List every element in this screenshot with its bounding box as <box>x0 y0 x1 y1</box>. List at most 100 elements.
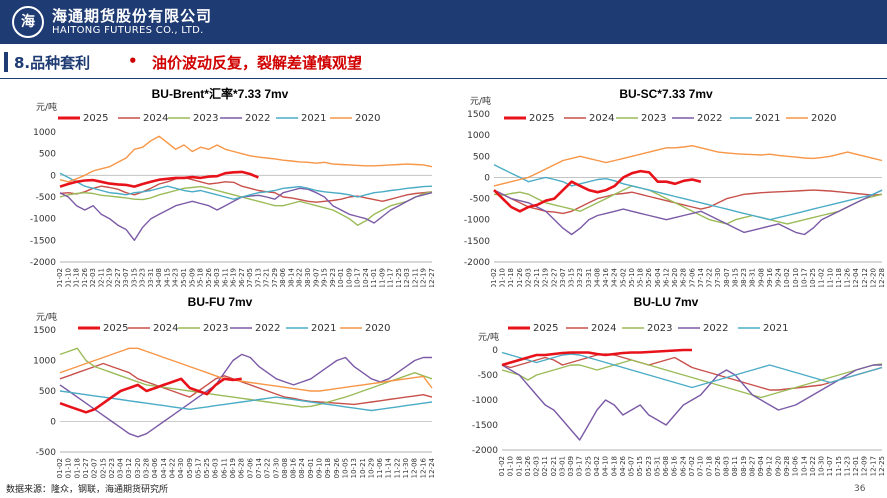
x-tick-label: 09-01 <box>307 458 315 478</box>
y-tick-label: 1000 <box>467 131 490 141</box>
company-logo: 海 <box>12 6 44 38</box>
x-tick-label: 10-17 <box>354 268 362 287</box>
company-name-en: HAITONG FUTURES CO., LTD. <box>52 25 204 36</box>
x-tick-label: 11-06 <box>376 457 384 478</box>
x-tick-label: 10-09 <box>345 268 353 287</box>
x-tick-label: 12-01 <box>852 456 860 476</box>
x-tick-label: 05-31 <box>653 456 661 476</box>
legend-label: 2025 <box>529 113 554 124</box>
x-tick-label: 12-12 <box>861 268 869 287</box>
header-bar: 海 海通期货股份有限公司 HAITONG FUTURES CO., LTD. <box>0 0 887 44</box>
x-tick-label: 12-04 <box>852 267 860 287</box>
x-tick-label: 09-26 <box>333 457 341 478</box>
x-tick-label: 04-30 <box>177 458 185 478</box>
x-tick-label: 11-22 <box>393 458 401 478</box>
x-tick-label: 03-07 <box>559 268 567 287</box>
chart-title: BU-LU 7mv <box>634 295 699 309</box>
y-tick-label: -1500 <box>472 421 498 431</box>
x-tick-label: 07-02 <box>688 456 696 476</box>
x-tick-label: 09-08 <box>757 268 765 287</box>
series-line-2024 <box>59 362 433 406</box>
x-tick-label: 02-15 <box>99 458 107 478</box>
y-tick-label: -2000 <box>472 446 498 456</box>
legend-label: 2025 <box>103 323 128 334</box>
x-tick-label: 01-02 <box>498 456 506 476</box>
x-tick-label: 06-19 <box>229 458 237 478</box>
x-tick-label: 05-09 <box>188 268 196 287</box>
legend-label: 2022 <box>703 323 728 334</box>
x-tick-label: 01-10 <box>64 268 72 287</box>
x-tick-label: 07-14 <box>697 267 705 287</box>
x-tick-label: 07-18 <box>705 456 713 476</box>
x-tick-label: 08-15 <box>731 268 739 287</box>
company-name-cn: 海通期货股份有限公司 <box>52 7 213 25</box>
y-tick-label: -500 <box>478 371 499 381</box>
series-line-2021 <box>493 164 883 221</box>
x-tick-label: 10-14 <box>800 455 808 476</box>
y-unit-label: 元/吨 <box>36 101 57 113</box>
x-tick-label: 01-18 <box>507 268 515 287</box>
x-tick-label: 02-07 <box>91 458 99 478</box>
x-tick-label: 07-30 <box>714 268 722 287</box>
y-tick-label: -1000 <box>472 396 498 406</box>
x-tick-label: 01-26 <box>524 455 532 476</box>
x-tick-label: 07-22 <box>706 268 714 287</box>
x-tick-label: 10-06 <box>792 455 800 476</box>
x-tick-label: 07-14 <box>255 457 263 478</box>
x-tick-label: 06-20 <box>671 268 679 287</box>
series-line-2025 <box>59 170 259 188</box>
legend-label: 2023 <box>193 113 218 124</box>
section-divider <box>0 78 887 79</box>
x-tick-label: 06-24 <box>679 455 687 476</box>
chart-bu-brent: BU-Brent*汇率*7.33 7mv 元/吨 1000 500 0 -500 -1000… <box>30 86 436 287</box>
x-tick-label: 04-15 <box>163 268 171 287</box>
x-tick-label: 05-10 <box>628 268 636 287</box>
legend-label: 2025 <box>533 323 558 334</box>
series-line-2024 <box>501 353 883 391</box>
x-tick-label: 01-27 <box>82 458 90 478</box>
x-tick-label: 05-17 <box>194 458 202 478</box>
x-tick-label: 06-27 <box>238 268 246 287</box>
x-tick-label: 11-09 <box>378 268 386 287</box>
x-tick-label: 10-01 <box>337 268 345 287</box>
legend-label: 2021 <box>755 113 780 124</box>
x-tick-label: 05-15 <box>636 456 644 476</box>
x-tick-label: 07-29 <box>271 268 279 287</box>
x-tick-label: 06-16 <box>671 455 679 476</box>
x-tick-label: 06-12 <box>662 268 670 287</box>
legend-label: 2022 <box>697 113 722 124</box>
x-tick-label: 10-25 <box>809 268 817 287</box>
x-tick-label: 02-27 <box>114 268 122 287</box>
x-tick-label: 11-18 <box>835 268 843 287</box>
x-tick-label: 07-13 <box>254 268 262 287</box>
x-tick-label: 08-08 <box>281 458 289 478</box>
x-tick-label: 10-22 <box>809 456 817 476</box>
x-tick-label: 03-31 <box>147 268 155 287</box>
x-tick-label: 08-03 <box>723 456 731 476</box>
x-tick-label: 10-29 <box>367 458 375 478</box>
x-tick-label: 11-30 <box>402 458 410 478</box>
x-tick-label: 05-25 <box>203 458 211 478</box>
x-tick-label: 11-15 <box>835 456 843 476</box>
x-tick-label: 07-30 <box>272 458 280 478</box>
y-unit-label: 元/吨 <box>36 311 57 323</box>
x-tick-label: 05-18 <box>197 268 205 287</box>
series-line-2024 <box>59 176 433 203</box>
x-tick-label: 03-01 <box>558 456 566 476</box>
x-tick-label: 03-07 <box>122 268 130 287</box>
legend-label: 2024 <box>153 323 178 334</box>
x-tick-label: 01-10 <box>499 268 507 287</box>
x-tick-label: 08-16 <box>290 457 298 478</box>
x-tick-label: 04-16 <box>602 267 610 287</box>
x-tick-label: 08-14 <box>287 267 295 287</box>
x-tick-label: 11-17 <box>387 268 395 287</box>
chart-title: BU-SC*7.33 7mv <box>619 87 713 101</box>
section-title: 8.品种套利 <box>14 54 91 72</box>
x-tick-label: 10-05 <box>341 458 349 478</box>
x-tick-label: 11-07 <box>826 456 834 476</box>
y-tick-label: -2000 <box>464 258 490 268</box>
x-tick-label: 10-21 <box>359 458 367 478</box>
x-tick-label: 12-11 <box>411 268 419 287</box>
x-tick-label: 09-24 <box>775 267 783 287</box>
